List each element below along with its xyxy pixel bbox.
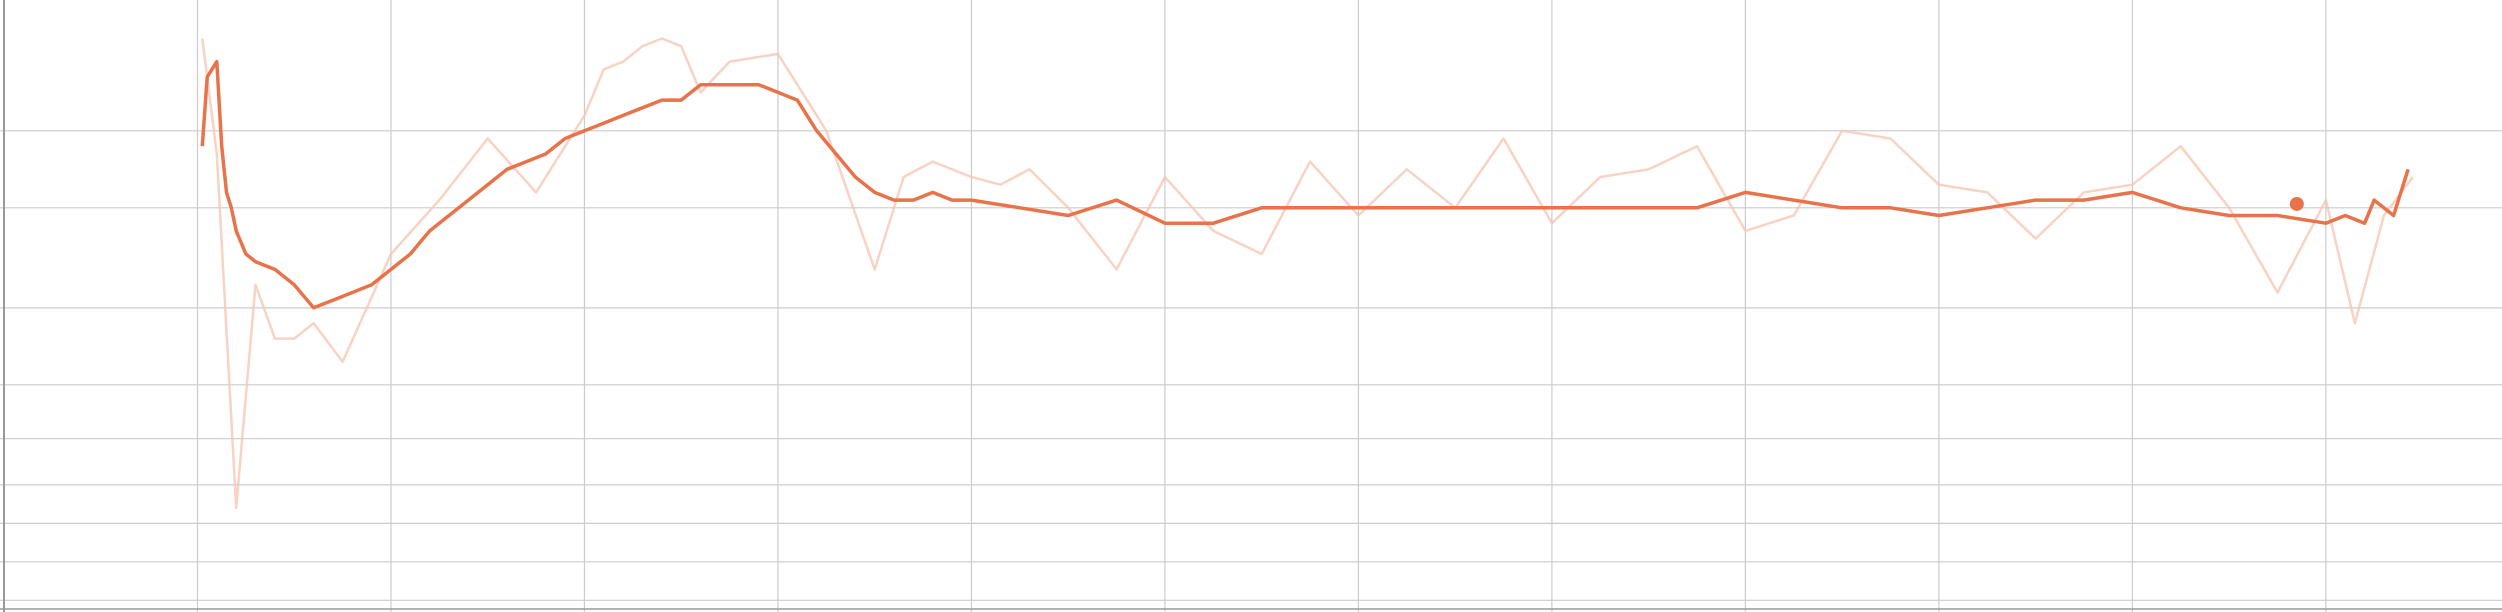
series-layer: [200, 37, 2414, 510]
y-gridlines: [0, 130, 2502, 601]
raw-series-line: [201, 37, 2414, 510]
smoothed-series-line: [200, 59, 2410, 310]
marker-layer: [2289, 196, 2304, 211]
x-gridlines: [3, 0, 2327, 612]
highlight-point-marker: [2289, 196, 2304, 211]
